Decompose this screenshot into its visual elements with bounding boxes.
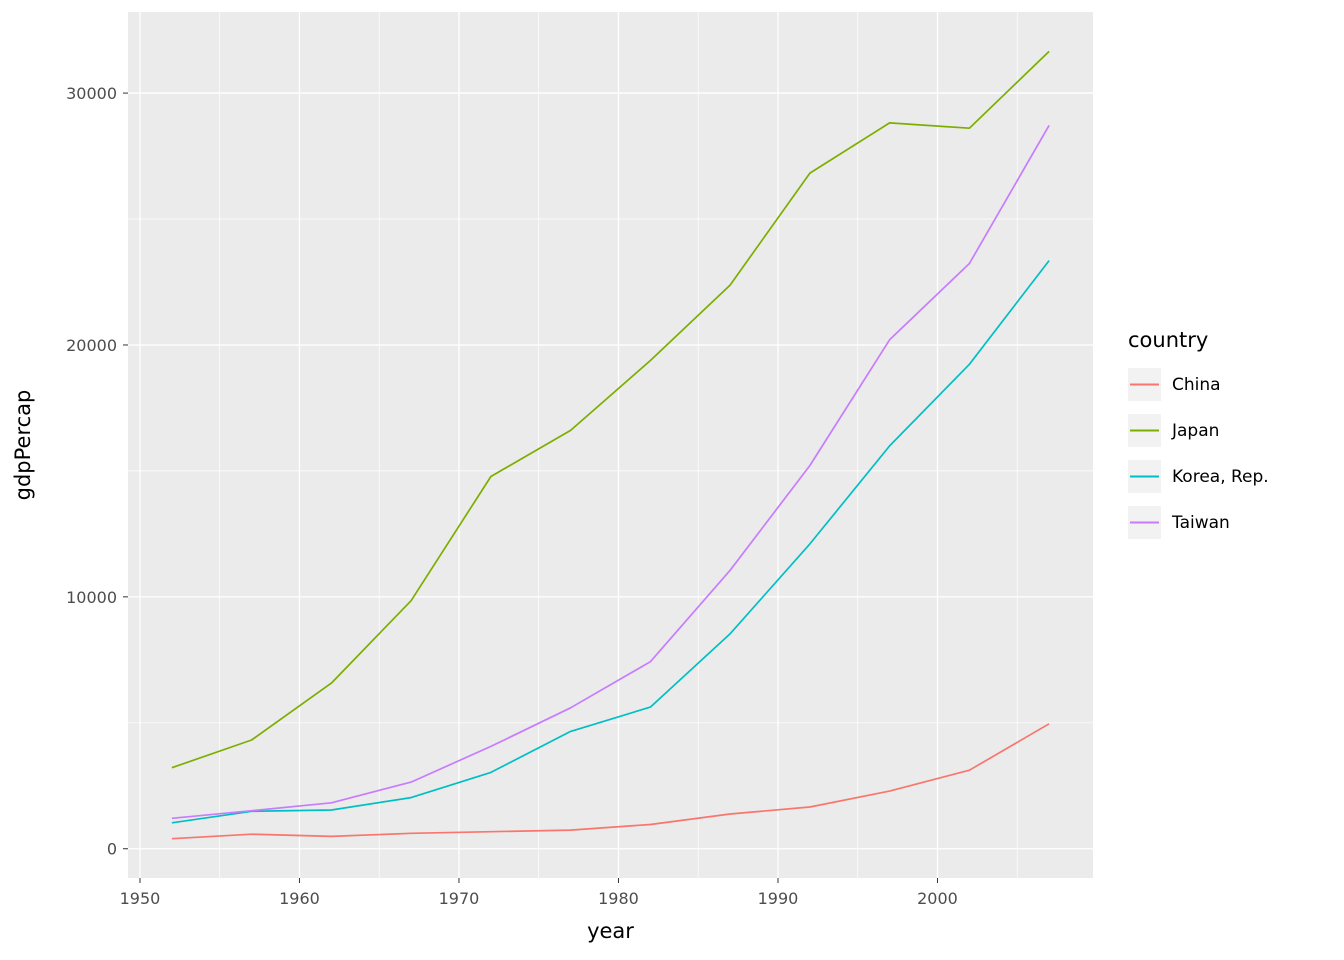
y-axis-title: gdpPercap [11, 390, 35, 501]
legend-line-swatch-icon [1130, 383, 1159, 386]
x-tick-label: 1980 [598, 889, 639, 908]
x-tick-label: 1970 [439, 889, 480, 908]
legend-label: Korea, Rep. [1172, 466, 1269, 487]
legend-title: country [1128, 328, 1209, 352]
series-line-china [171, 723, 1050, 840]
minor-gridlines [128, 12, 1093, 878]
x-tick-label: 1990 [758, 889, 799, 908]
legend-line-swatch-icon [1130, 475, 1159, 478]
legend: country China Japan Korea [1128, 328, 1340, 552]
series-lines [171, 50, 1050, 840]
legend-line-swatch-icon [1130, 429, 1159, 432]
plot-panel [128, 12, 1093, 878]
y-tick-label: 30000 [66, 84, 117, 103]
y-tick-label: 0 [107, 840, 117, 859]
legend-item-taiwan[interactable]: Taiwan [1128, 506, 1340, 539]
legend-label: Japan [1172, 420, 1220, 441]
series-line-korea-rep [171, 260, 1050, 824]
x-tick-label: 2000 [917, 889, 958, 908]
legend-key-box [1128, 506, 1161, 539]
y-tick-label: 10000 [66, 588, 117, 607]
x-tick-label: 1950 [120, 889, 161, 908]
x-tick-label: 1960 [279, 889, 320, 908]
x-axis-title: year [587, 919, 634, 943]
series-line-japan [171, 50, 1050, 769]
legend-item-korea-rep[interactable]: Korea, Rep. [1128, 460, 1340, 493]
legend-label: Taiwan [1172, 512, 1230, 533]
legend-item-japan[interactable]: Japan [1128, 414, 1340, 447]
legend-key-box [1128, 460, 1161, 493]
major-gridlines [128, 12, 1093, 878]
legend-key-box [1128, 368, 1161, 401]
series-line-taiwan [171, 124, 1050, 820]
legend-item-china[interactable]: China [1128, 368, 1340, 401]
axes: 1950 1960 1970 1980 1990 20000100002000030000… [11, 84, 958, 943]
legend-key-box [1128, 414, 1161, 447]
legend-line-swatch-icon [1130, 521, 1159, 524]
y-tick-label: 20000 [66, 336, 117, 355]
legend-label: China [1172, 374, 1221, 395]
